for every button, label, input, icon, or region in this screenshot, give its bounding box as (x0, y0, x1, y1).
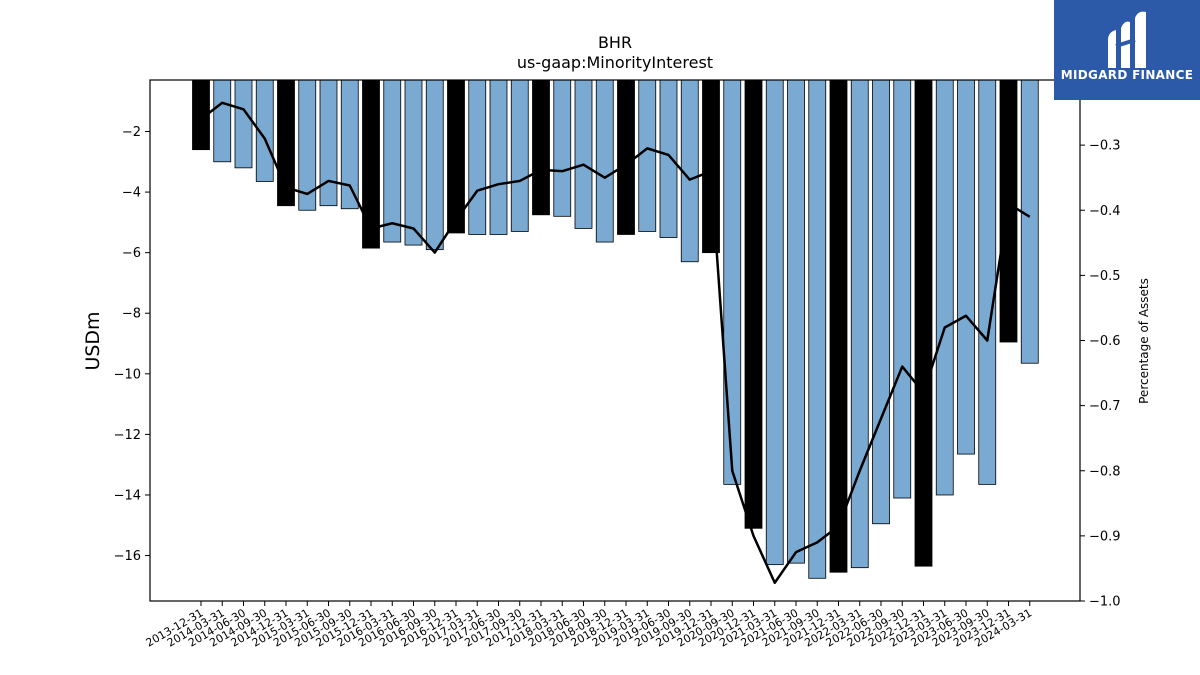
y-tick-label: −8 (122, 307, 141, 322)
bar (978, 79, 997, 485)
y-axis-label: USDm (82, 311, 104, 370)
bar (765, 79, 784, 566)
y2-tick-label: −0.7 (1089, 399, 1121, 414)
bar (850, 79, 869, 569)
bar (659, 79, 678, 238)
bar (744, 79, 763, 529)
y-tick-label: −12 (114, 428, 141, 443)
y-tick-label: −10 (114, 367, 141, 382)
bar (1020, 79, 1039, 364)
bar (723, 79, 742, 485)
bar (362, 79, 380, 249)
y2-axis-label: Percentage of Assets (1137, 278, 1151, 404)
y-tick-label: −4 (122, 186, 141, 201)
bar (213, 79, 232, 163)
bar (319, 79, 338, 207)
x-axis: 2013-12-312014-03-312014-06-302014-09-30… (144, 601, 1034, 650)
bar (702, 79, 720, 254)
chart-title: BHR (598, 33, 632, 52)
logo-mark-icon (1108, 11, 1146, 69)
bar (468, 79, 487, 235)
bar (404, 79, 423, 246)
bar (574, 79, 593, 229)
chart-subtitle: us-gaap:MinorityInterest (517, 53, 713, 72)
line-series (200, 101, 1031, 585)
bar (808, 79, 827, 579)
y-axis-right: −1.0 −0.9 −0.8 −0.7 −0.6 −0.5 −0.4 −0.3 (1080, 139, 1121, 610)
y2-tick-label: −0.6 (1089, 334, 1121, 349)
bar (638, 79, 657, 232)
y2-tick-label: −0.9 (1089, 529, 1121, 544)
y-tick-label: −6 (122, 246, 141, 261)
bar (595, 79, 614, 243)
y-tick-label: −14 (114, 488, 141, 503)
bar (957, 79, 975, 455)
bar (489, 79, 508, 235)
bar (425, 79, 444, 251)
y2-tick-label: −0.8 (1089, 464, 1121, 479)
bar (787, 79, 805, 564)
y2-tick-label: −1.0 (1089, 595, 1121, 610)
bar (935, 79, 954, 496)
bar (617, 79, 635, 235)
y-tick-label: −16 (114, 549, 141, 564)
bar (872, 79, 890, 525)
line-path (200, 101, 1031, 585)
bar (510, 79, 529, 232)
bar (234, 79, 253, 169)
bar (829, 79, 848, 573)
bar (914, 79, 933, 567)
y2-tick-label: −0.3 (1089, 139, 1121, 154)
bar (383, 79, 402, 243)
bar (532, 79, 550, 216)
bar-series (192, 79, 1039, 579)
y-tick-label: −2 (122, 125, 141, 140)
bar (553, 79, 572, 217)
y-axis-left: −16 −14 −12 −10 −8 −6 −4 −2 (114, 125, 150, 564)
bar (893, 79, 912, 499)
logo-text: MIDGARD FINANCE (1060, 68, 1194, 82)
brand-logo: MIDGARD FINANCE (1054, 0, 1200, 100)
y2-tick-label: −0.5 (1089, 269, 1121, 284)
bar (340, 79, 359, 210)
y2-tick-label: −0.4 (1089, 204, 1121, 219)
